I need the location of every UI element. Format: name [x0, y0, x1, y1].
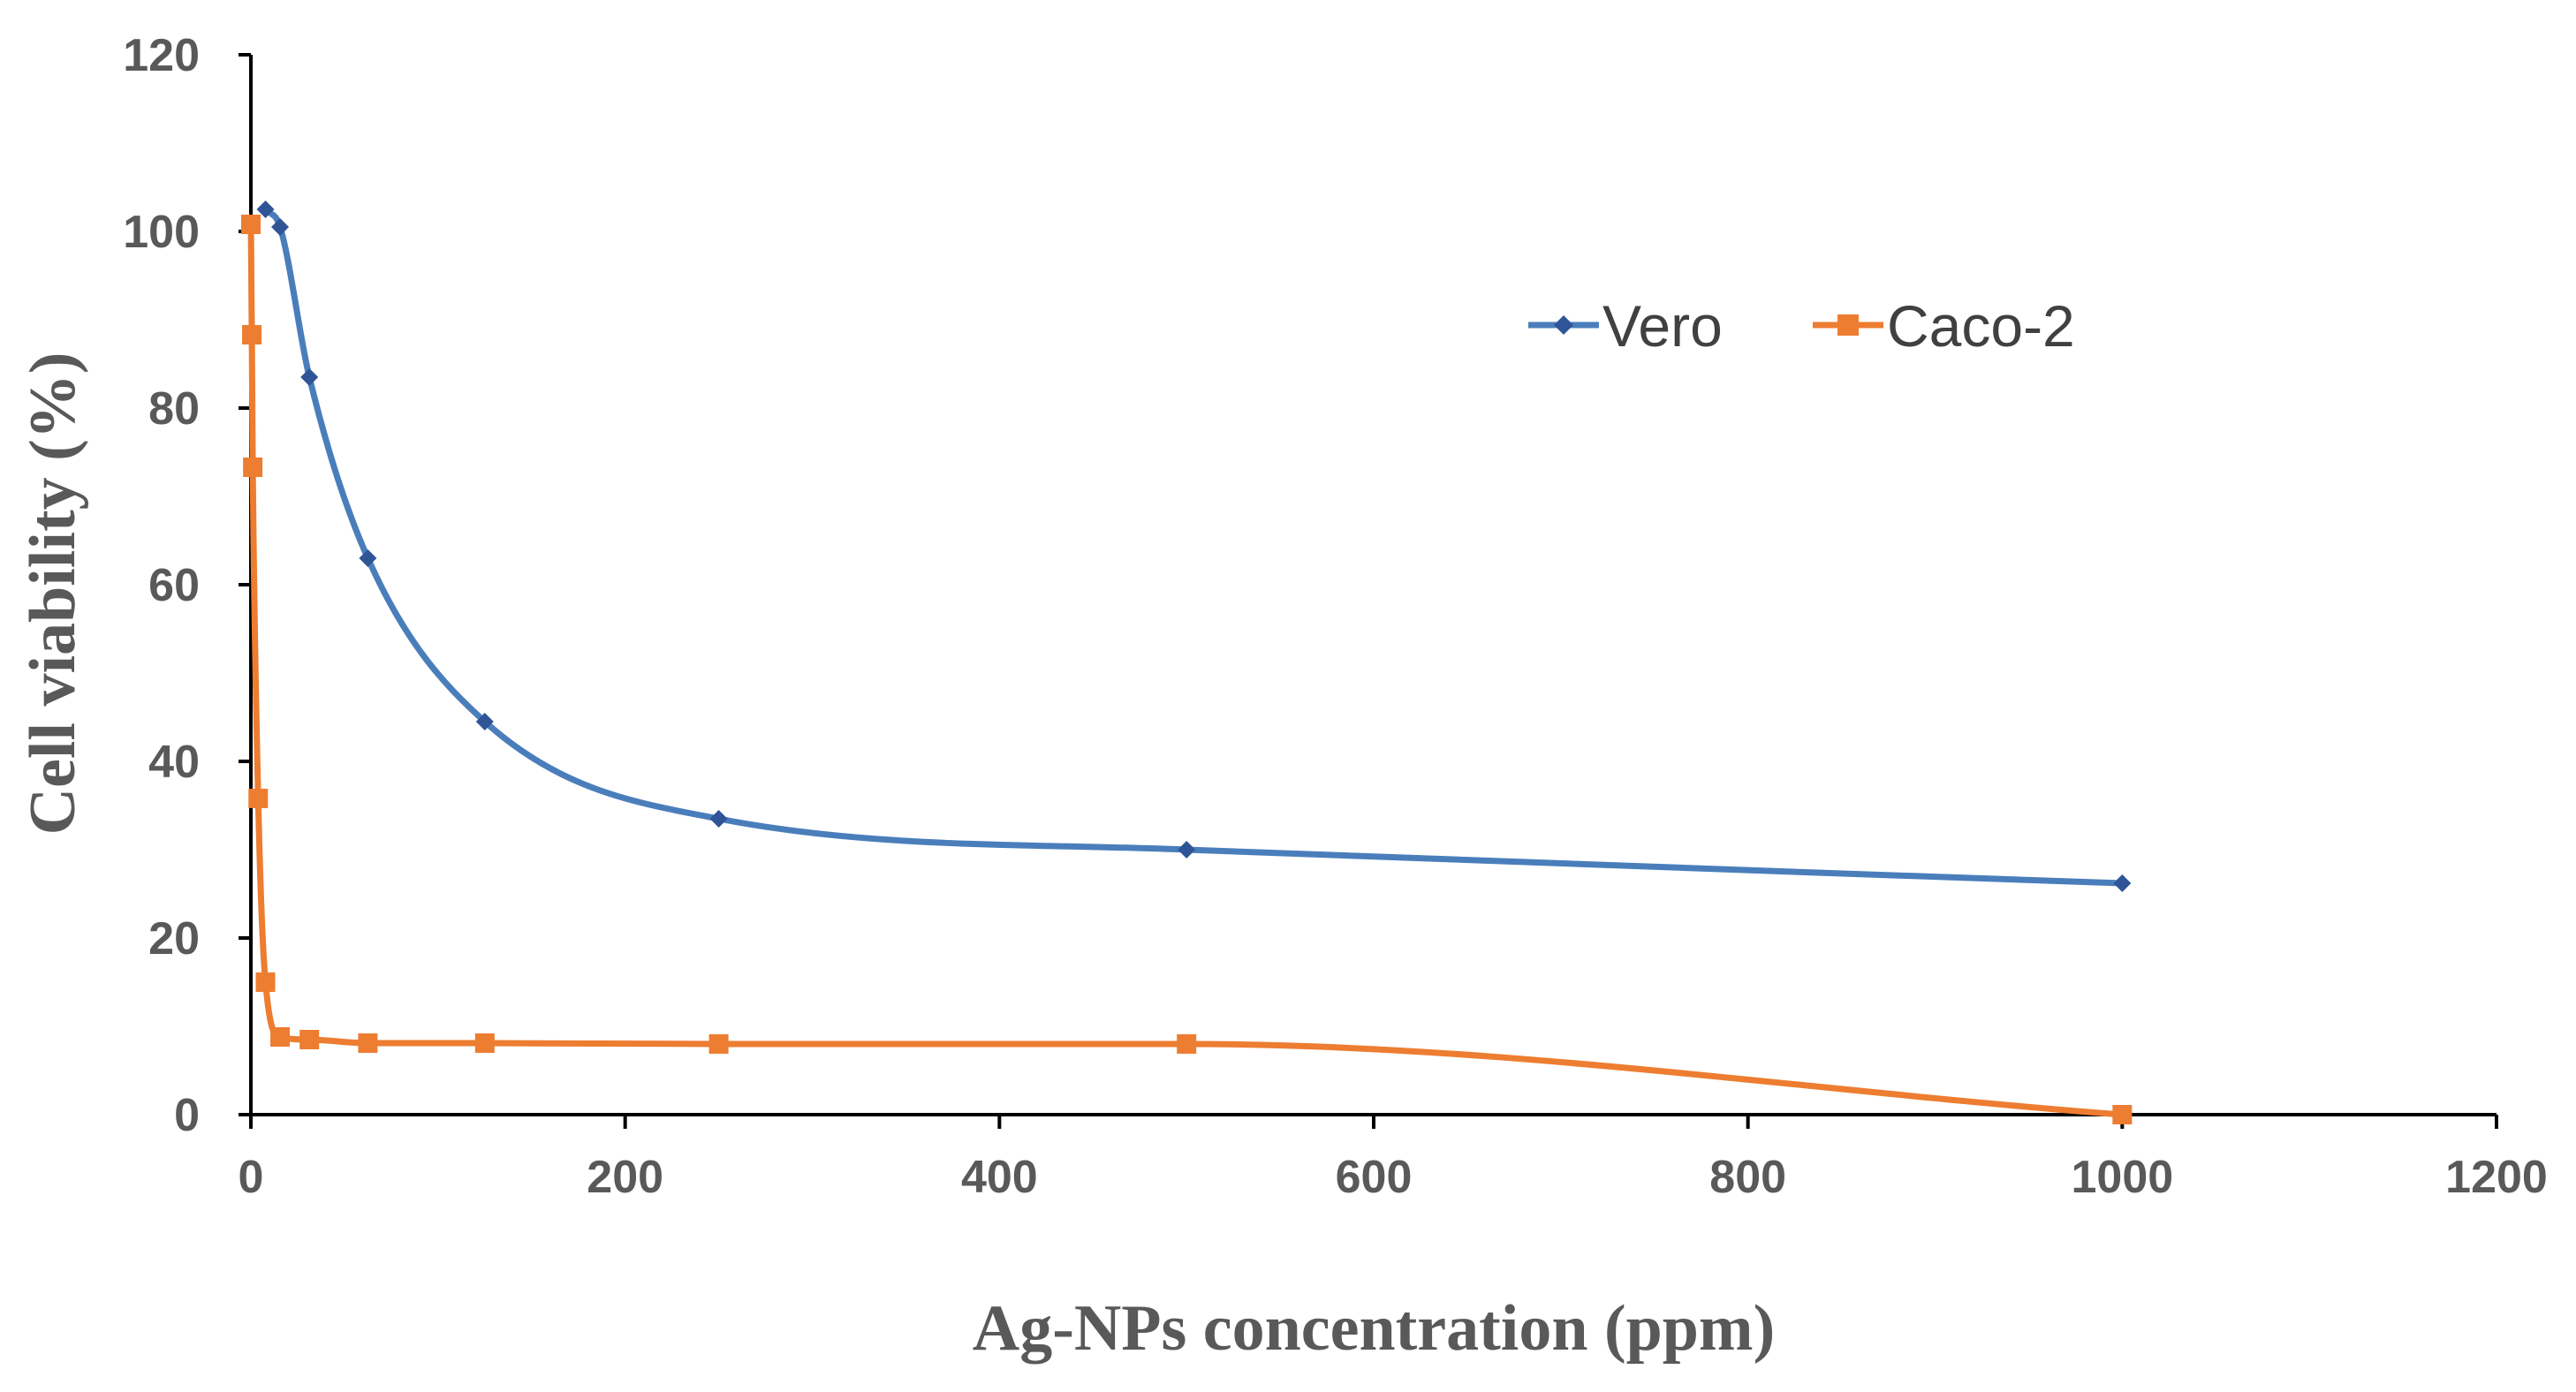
series-line-vero — [262, 207, 2123, 887]
legend-item-vero: Vero — [1528, 293, 1723, 359]
y-tick-label: 0 — [174, 1090, 200, 1141]
y-tick-label: 40 — [148, 737, 200, 788]
data-point — [708, 1034, 729, 1054]
x-axis-title: Ag-NPs concentration (ppm) — [973, 1292, 1775, 1365]
x-tick-label: 400 — [961, 1152, 1038, 1203]
data-point — [300, 368, 319, 386]
data-point — [1177, 1034, 1197, 1054]
data-point — [1178, 841, 1196, 859]
y-tick-label: 100 — [123, 207, 200, 258]
data-point — [299, 1030, 320, 1049]
data-point — [241, 215, 261, 234]
data-point — [474, 1033, 495, 1053]
legend: Vero Caco-2 — [1528, 293, 2075, 359]
data-point — [255, 972, 276, 992]
data-point — [256, 200, 275, 218]
x-tick-label: 600 — [1336, 1152, 1413, 1203]
data-point — [359, 549, 377, 567]
data-point — [358, 1033, 378, 1053]
data-point — [270, 1027, 291, 1047]
legend-swatch-marker — [1554, 315, 1573, 335]
data-point — [2113, 874, 2132, 892]
x-tick-label: 800 — [1709, 1152, 1786, 1203]
data-point — [271, 218, 290, 236]
series-caco-2 — [241, 215, 2133, 1124]
legend-label: Vero — [1602, 293, 1723, 359]
series-layer — [241, 200, 2133, 1124]
y-tick-label: 60 — [148, 560, 200, 611]
y-tick-label: 120 — [123, 30, 200, 81]
data-point — [248, 789, 269, 808]
y-tick-label: 20 — [148, 913, 200, 965]
legend-swatch-marker — [1837, 314, 1859, 336]
data-point — [475, 713, 494, 730]
x-tick-label: 1000 — [2071, 1152, 2173, 1203]
series-vero — [256, 200, 2132, 892]
series-line-caco-2 — [247, 223, 2123, 1118]
data-point — [709, 810, 728, 828]
x-tick-label: 1200 — [2445, 1152, 2548, 1203]
x-tick-label: 200 — [587, 1152, 663, 1203]
x-tick-label: 0 — [239, 1152, 264, 1203]
data-point — [2112, 1105, 2133, 1124]
y-axis-title: Cell viability (%) — [17, 352, 89, 836]
data-point — [243, 458, 263, 477]
legend-item-caco-2: Caco-2 — [1813, 293, 2075, 359]
legend-label: Caco-2 — [1887, 293, 2075, 359]
data-point — [242, 325, 262, 344]
y-tick-label: 80 — [148, 383, 200, 435]
